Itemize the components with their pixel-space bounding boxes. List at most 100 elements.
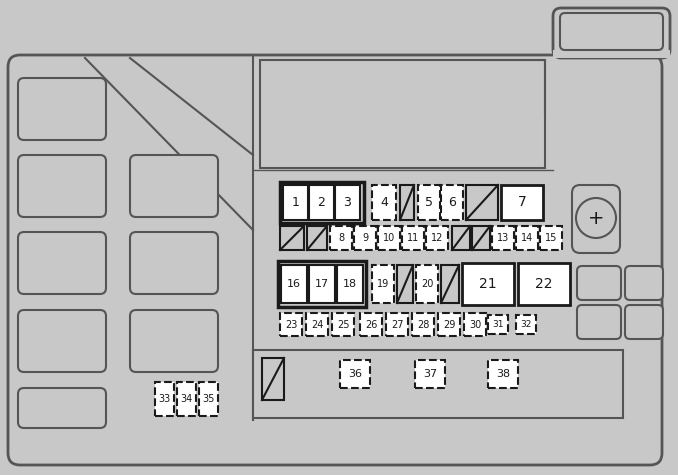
- Text: 32: 32: [520, 320, 532, 329]
- Bar: [518, 263, 570, 305]
- Bar: [278, 261, 366, 307]
- Bar: [280, 226, 304, 250]
- Bar: [372, 185, 396, 220]
- Text: 15: 15: [545, 233, 557, 243]
- Bar: [309, 265, 335, 303]
- FancyBboxPatch shape: [18, 78, 106, 140]
- Text: 38: 38: [496, 369, 510, 379]
- Text: 18: 18: [343, 279, 357, 289]
- Text: 29: 29: [443, 320, 455, 330]
- Bar: [372, 265, 394, 303]
- Bar: [309, 185, 334, 220]
- FancyBboxPatch shape: [625, 266, 663, 300]
- Bar: [472, 226, 490, 250]
- FancyBboxPatch shape: [625, 305, 663, 339]
- Text: 1: 1: [292, 196, 300, 209]
- Bar: [516, 315, 536, 334]
- Text: 36: 36: [348, 369, 362, 379]
- Text: 10: 10: [383, 233, 395, 243]
- Bar: [283, 185, 308, 220]
- Bar: [441, 265, 459, 303]
- FancyBboxPatch shape: [18, 310, 106, 372]
- Text: 23: 23: [285, 320, 297, 330]
- Bar: [400, 185, 414, 220]
- Text: 28: 28: [417, 320, 429, 330]
- Bar: [397, 265, 413, 303]
- Text: 26: 26: [365, 320, 377, 330]
- Text: 31: 31: [492, 320, 504, 329]
- Text: 33: 33: [159, 394, 171, 404]
- Bar: [306, 313, 328, 336]
- Bar: [415, 360, 445, 388]
- Bar: [426, 226, 448, 250]
- FancyBboxPatch shape: [8, 55, 662, 465]
- Text: 21: 21: [479, 277, 497, 291]
- Text: 4: 4: [380, 196, 388, 209]
- Text: 34: 34: [180, 394, 193, 404]
- FancyBboxPatch shape: [18, 388, 106, 428]
- Bar: [337, 265, 363, 303]
- Bar: [540, 226, 562, 250]
- Bar: [466, 185, 498, 220]
- Bar: [307, 226, 327, 250]
- Text: 6: 6: [448, 196, 456, 209]
- Text: 5: 5: [425, 196, 433, 209]
- FancyBboxPatch shape: [130, 232, 218, 294]
- Bar: [332, 313, 354, 336]
- Text: 8: 8: [338, 233, 344, 243]
- Bar: [335, 185, 360, 220]
- FancyBboxPatch shape: [18, 232, 106, 294]
- Bar: [378, 226, 400, 250]
- Bar: [155, 382, 174, 416]
- Bar: [402, 226, 424, 250]
- Text: 35: 35: [202, 394, 215, 404]
- Bar: [330, 226, 352, 250]
- Text: 13: 13: [497, 233, 509, 243]
- Bar: [253, 350, 623, 418]
- Text: 14: 14: [521, 233, 533, 243]
- Bar: [501, 185, 543, 220]
- Text: 19: 19: [377, 279, 389, 289]
- Bar: [416, 265, 438, 303]
- Text: 37: 37: [423, 369, 437, 379]
- Bar: [488, 360, 518, 388]
- Bar: [177, 382, 196, 416]
- Text: 11: 11: [407, 233, 419, 243]
- Bar: [280, 313, 302, 336]
- Text: +: +: [588, 209, 604, 228]
- Bar: [199, 382, 218, 416]
- FancyBboxPatch shape: [130, 310, 218, 372]
- Bar: [262, 358, 284, 400]
- Text: 7: 7: [517, 196, 526, 209]
- Bar: [340, 360, 370, 388]
- Bar: [260, 60, 545, 168]
- Text: 3: 3: [344, 196, 351, 209]
- Text: 27: 27: [391, 320, 403, 330]
- FancyBboxPatch shape: [577, 305, 621, 339]
- Bar: [462, 263, 514, 305]
- Bar: [280, 182, 364, 223]
- Bar: [488, 315, 508, 334]
- FancyBboxPatch shape: [553, 8, 670, 58]
- Bar: [418, 185, 440, 220]
- Bar: [492, 226, 514, 250]
- Circle shape: [576, 198, 616, 238]
- Bar: [441, 185, 463, 220]
- Text: 16: 16: [287, 279, 301, 289]
- Text: 22: 22: [535, 277, 553, 291]
- Bar: [281, 265, 307, 303]
- Bar: [360, 313, 382, 336]
- Text: 2: 2: [317, 196, 325, 209]
- Text: 20: 20: [421, 279, 433, 289]
- FancyBboxPatch shape: [572, 185, 620, 253]
- Text: 17: 17: [315, 279, 329, 289]
- Text: 24: 24: [311, 320, 323, 330]
- Text: 9: 9: [362, 233, 368, 243]
- Text: 12: 12: [431, 233, 443, 243]
- Text: 30: 30: [469, 320, 481, 330]
- FancyBboxPatch shape: [577, 266, 621, 300]
- FancyBboxPatch shape: [18, 155, 106, 217]
- Bar: [386, 313, 408, 336]
- Bar: [438, 313, 460, 336]
- Bar: [354, 226, 376, 250]
